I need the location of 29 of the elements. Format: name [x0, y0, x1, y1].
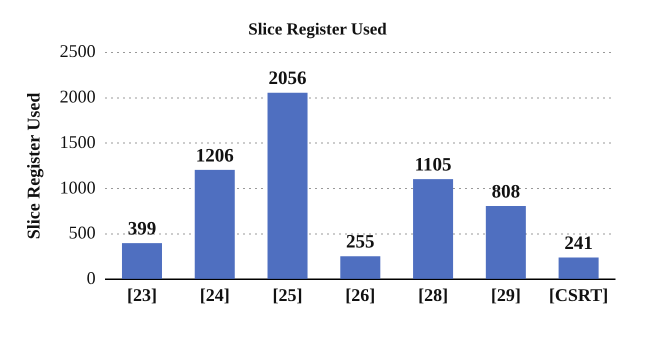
data-label: 399: [128, 218, 156, 240]
x-tick-label: [CSRT]: [548, 284, 608, 305]
x-tick-label: [23]: [126, 284, 157, 305]
x-tick-label: [26]: [345, 284, 376, 305]
x-tick-label: [24]: [200, 284, 230, 305]
bar: [340, 256, 380, 279]
bar: [194, 170, 235, 279]
y-tick-label: 500: [68, 222, 96, 243]
bar: [122, 243, 162, 279]
bar: [268, 92, 308, 279]
data-label: 2056: [268, 68, 307, 90]
y-tick-label: 1000: [60, 177, 96, 198]
y-tick-label: 2500: [60, 41, 96, 62]
data-label: 1206: [196, 145, 234, 166]
x-tick-label: [29]: [490, 284, 521, 305]
bar: [558, 258, 599, 279]
x-tick-label: [28]: [418, 284, 448, 305]
x-tick-label: [25]: [272, 284, 303, 305]
y-axis-title: Slice Register Used: [23, 92, 44, 240]
data-label: 255: [346, 232, 375, 253]
data-label: 241: [564, 232, 593, 254]
y-tick-label: 0: [86, 268, 96, 288]
y-tick-label: 2000: [60, 86, 96, 107]
data-label: 808: [492, 181, 520, 202]
y-tick-label: 1500: [60, 132, 96, 152]
bar: [413, 179, 454, 279]
chart-title: Slice Register Used: [248, 20, 388, 39]
data-label: 1105: [414, 154, 452, 176]
bar: [486, 206, 526, 279]
